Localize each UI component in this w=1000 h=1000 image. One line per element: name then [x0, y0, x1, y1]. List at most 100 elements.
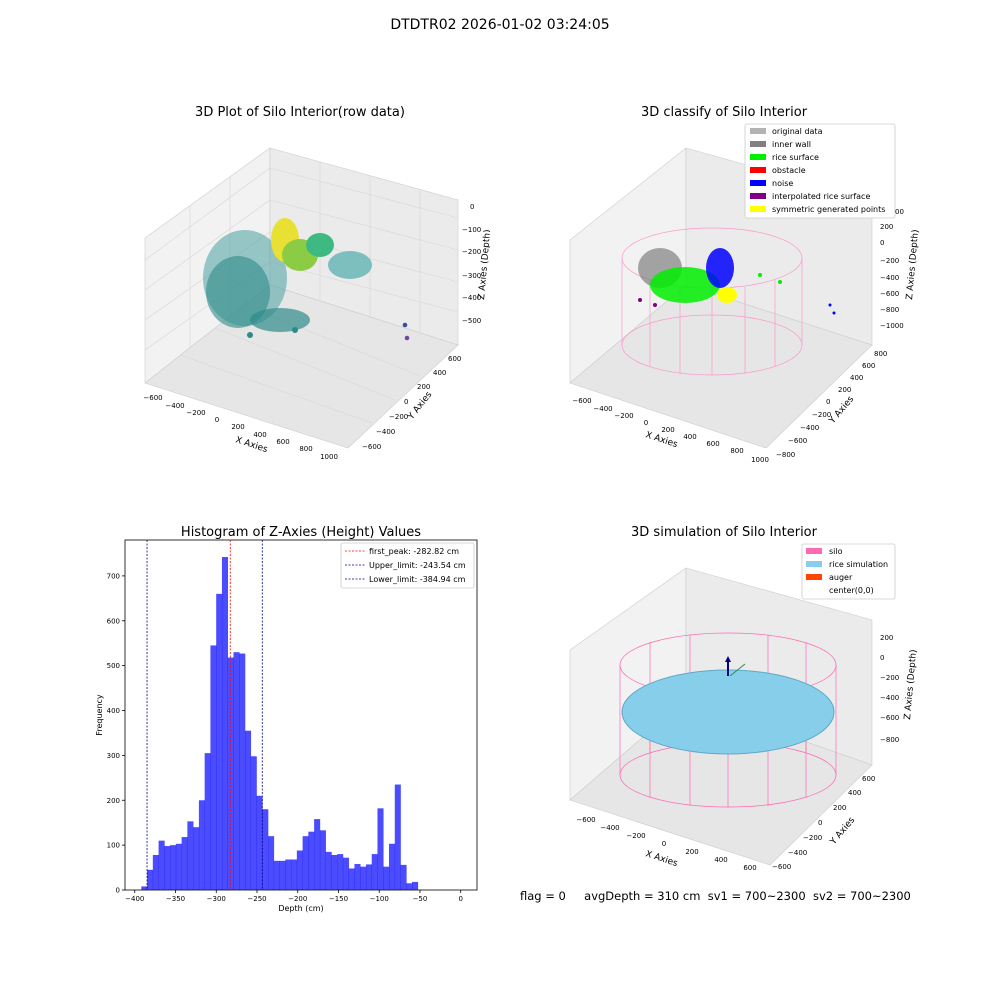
legend-label-original: original data [772, 127, 823, 136]
hist-y-tick-label: 0 [116, 887, 120, 895]
footer-flag: flag = 0 [520, 889, 566, 903]
hist-bar [389, 843, 396, 890]
hist-bar [342, 857, 349, 890]
hist-bar [371, 854, 378, 890]
svg-text:−600: −600 [362, 443, 381, 451]
hist-bar [394, 784, 401, 890]
hist-bar [383, 866, 390, 890]
svg-text:800: 800 [874, 350, 887, 358]
hist-bar [250, 756, 257, 890]
legend-label-symmetric: symmetric generated points [772, 205, 885, 214]
figure-title: DTDTR02 2026-01-02 03:24:05 [390, 17, 610, 33]
hist-bar [227, 657, 234, 890]
classify-3d-panel: 3D classify of Silo Interior original da… [569, 105, 921, 464]
svg-text:400: 400 [714, 856, 727, 864]
hist-bar [337, 854, 344, 890]
svg-text:−1000: −1000 [880, 322, 904, 330]
svg-text:200: 200 [880, 223, 893, 231]
svg-text:0: 0 [880, 239, 884, 247]
svg-text:0: 0 [404, 398, 408, 406]
hist-bar [319, 830, 326, 890]
svg-text:−400: −400 [880, 694, 899, 702]
sim-legend-center: center(0,0) [829, 586, 874, 595]
svg-text:600: 600 [743, 864, 756, 872]
svg-text:200: 200 [231, 423, 244, 431]
hist-bar [170, 845, 177, 890]
svg-text:−400: −400 [165, 402, 184, 410]
hist-bar [204, 753, 211, 890]
svg-text:600: 600 [706, 440, 719, 448]
hist-bar [164, 846, 171, 890]
sim-x-label: X Axies [644, 849, 679, 869]
svg-text:400: 400 [433, 369, 446, 377]
legend-swatch-inner-wall [750, 141, 766, 147]
hist-bar [198, 800, 205, 890]
hist-x-tick-label: −250 [247, 895, 266, 903]
svg-text:−400: −400 [800, 424, 819, 432]
legend-swatch-noise [750, 180, 766, 186]
hist-bar [152, 855, 159, 890]
classify-y-label: Y Axies [827, 394, 856, 426]
hist-bar [400, 864, 407, 890]
classify-z-label: Z Axies (Depth) [905, 229, 921, 300]
svg-text:−600: −600 [772, 863, 791, 871]
hist-bar [244, 730, 252, 890]
hist-bar [273, 860, 280, 890]
svg-text:−600: −600 [880, 290, 899, 298]
sim-z-label: Z Axies (Depth) [903, 649, 919, 720]
sim-legend-silo: silo [829, 547, 843, 556]
sim-y-label: Y Axies [828, 815, 857, 847]
hist-bar [262, 809, 269, 890]
hist-bar [308, 831, 315, 890]
svg-text:−600: −600 [576, 816, 595, 824]
hist-bar [233, 652, 240, 890]
hist-y-tick-label: 500 [107, 662, 120, 670]
svg-text:−600: −600 [572, 397, 591, 405]
svg-text:0: 0 [470, 203, 474, 211]
hist-x-tick-label: −350 [166, 895, 185, 903]
sim-auger [725, 656, 746, 677]
legend-swatch-original [750, 128, 766, 134]
hist-bar [268, 836, 275, 890]
svg-text:200: 200 [838, 386, 851, 394]
legend-label-rice-surface: rice surface [772, 153, 819, 162]
svg-text:0: 0 [662, 840, 666, 848]
svg-text:−200: −200 [389, 413, 408, 421]
hist-bar [256, 795, 263, 890]
sim-z-ticks: 200 0 −200 −400 −600 −800 [880, 634, 899, 744]
hist-bar [285, 859, 292, 890]
hist-bar [158, 840, 165, 890]
svg-text:0: 0 [880, 654, 884, 662]
svg-text:00: 00 [895, 208, 904, 216]
hist-bars [141, 557, 419, 890]
raw-z-label: Z Axies (Depth) [477, 229, 490, 300]
svg-text:−200: −200 [880, 257, 899, 265]
status-footer: flag = 0 avgDepth = 310 cm sv1 = 700~230… [520, 889, 911, 903]
hist-y-tick-label: 100 [107, 842, 120, 850]
hist-legend: first_peak: -282.82 cm Upper_limit: -243… [340, 542, 475, 589]
classify-x-ticks: −600−400 −200 0 200 400 600 800 1000 [572, 397, 769, 464]
legend-swatch-obstacle [750, 167, 766, 173]
hist-x-ticks: −400 −350 −300 −250 −200 −150 −100 −50 0 [125, 890, 463, 903]
classify-points [638, 248, 836, 315]
hist-x-tick-label: −100 [370, 895, 389, 903]
svg-text:−400: −400 [593, 405, 612, 413]
raw-y-label: Y Axies [406, 390, 435, 423]
svg-text:−600: −600 [880, 714, 899, 722]
classify-cylinder [621, 227, 803, 376]
hist-x-tick-label: −400 [125, 895, 144, 903]
svg-text:400: 400 [850, 374, 863, 382]
hist-bar [365, 864, 373, 890]
hist-bar [302, 836, 309, 890]
svg-text:−800: −800 [880, 736, 899, 744]
svg-text:200: 200 [417, 383, 430, 391]
legend-label-obstacle: obstacle [772, 166, 806, 175]
hist-y-ticks: 0 100 200 300 400 500 600 700 [107, 572, 125, 895]
hist-vlines [146, 540, 263, 890]
svg-text:0: 0 [818, 819, 822, 827]
raw-points [203, 218, 410, 341]
legend-swatch-rice-surface [750, 154, 766, 160]
hist-bar [354, 863, 361, 890]
sim-legend-swatch-auger [806, 574, 822, 580]
